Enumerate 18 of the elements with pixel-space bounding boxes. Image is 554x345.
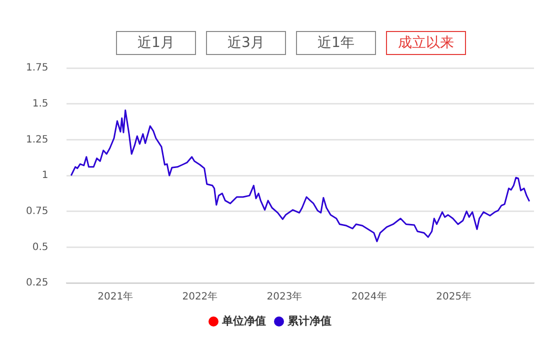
y-tick-label: 1.75 <box>26 62 48 74</box>
y-tick-label: 0.25 <box>26 278 48 289</box>
y-tick-label: 0.75 <box>26 206 48 217</box>
text: 成立以来 <box>386 31 466 55</box>
text: 近1年 <box>296 31 376 55</box>
y-tick-label: 1.5 <box>32 98 48 110</box>
text: 近3月 <box>206 31 286 55</box>
x-tick-label: 2024年 <box>351 290 387 303</box>
y-tick-label: 1.25 <box>26 134 48 146</box>
legend-label: 累计净值 <box>286 314 332 328</box>
legend-label: 单位净值 <box>221 314 266 328</box>
y-tick-label: 1 <box>42 170 48 182</box>
text: 近1月 <box>116 31 196 55</box>
x-tick-label: 2022年 <box>182 290 218 303</box>
x-tick-label: 2021年 <box>98 290 134 303</box>
x-tick-label: 2025年 <box>436 290 472 303</box>
y-tick-label: 0.5 <box>32 242 48 253</box>
x-tick-label: 2023年 <box>266 290 302 303</box>
